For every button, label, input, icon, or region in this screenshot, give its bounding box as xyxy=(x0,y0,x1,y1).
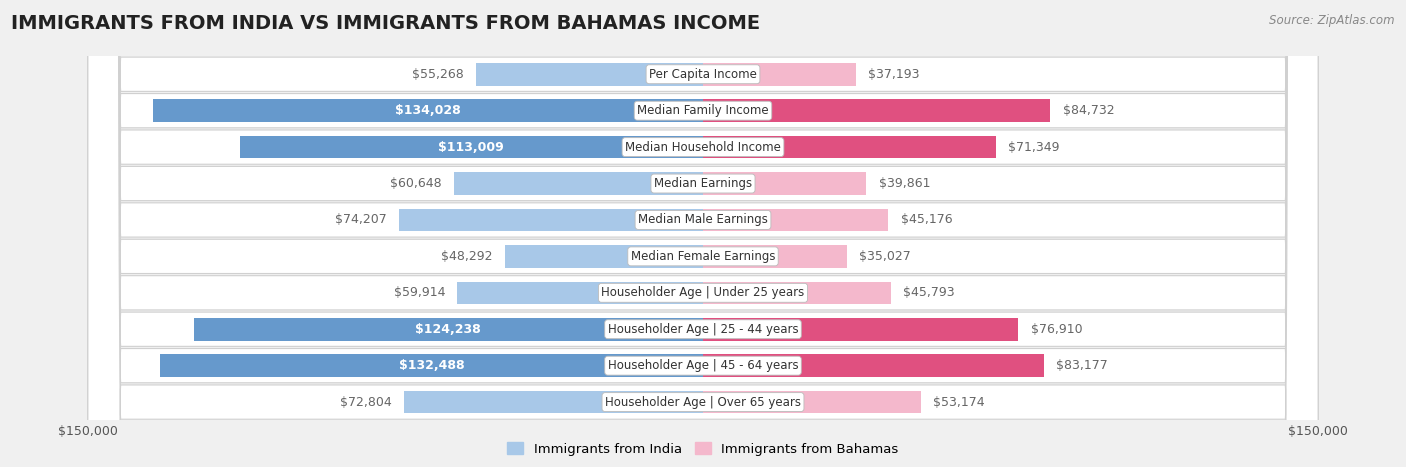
Text: $45,176: $45,176 xyxy=(901,213,952,226)
Bar xyxy=(505,245,703,268)
FancyBboxPatch shape xyxy=(87,0,1319,467)
Text: Median Family Income: Median Family Income xyxy=(637,104,769,117)
Bar xyxy=(239,136,703,158)
Text: Median Earnings: Median Earnings xyxy=(654,177,752,190)
Bar xyxy=(457,282,703,304)
Bar xyxy=(477,63,703,85)
Text: $134,028: $134,028 xyxy=(395,104,461,117)
Bar xyxy=(194,318,703,340)
Text: Median Household Income: Median Household Income xyxy=(626,141,780,154)
Bar xyxy=(703,99,1050,122)
Bar xyxy=(703,318,1018,340)
Bar xyxy=(153,99,703,122)
Text: $124,238: $124,238 xyxy=(415,323,481,336)
Text: Median Female Earnings: Median Female Earnings xyxy=(631,250,775,263)
Bar xyxy=(703,136,995,158)
Text: $37,193: $37,193 xyxy=(868,68,920,81)
FancyBboxPatch shape xyxy=(87,0,1319,467)
FancyBboxPatch shape xyxy=(87,0,1319,467)
Text: Householder Age | Over 65 years: Householder Age | Over 65 years xyxy=(605,396,801,409)
Bar xyxy=(454,172,703,195)
Text: IMMIGRANTS FROM INDIA VS IMMIGRANTS FROM BAHAMAS INCOME: IMMIGRANTS FROM INDIA VS IMMIGRANTS FROM… xyxy=(11,14,761,33)
Text: $132,488: $132,488 xyxy=(398,359,464,372)
FancyBboxPatch shape xyxy=(87,0,1319,467)
Text: $60,648: $60,648 xyxy=(391,177,441,190)
Legend: Immigrants from India, Immigrants from Bahamas: Immigrants from India, Immigrants from B… xyxy=(502,437,904,461)
Text: $48,292: $48,292 xyxy=(441,250,492,263)
Text: $35,027: $35,027 xyxy=(859,250,911,263)
Text: Per Capita Income: Per Capita Income xyxy=(650,68,756,81)
FancyBboxPatch shape xyxy=(87,0,1319,467)
Text: Source: ZipAtlas.com: Source: ZipAtlas.com xyxy=(1270,14,1395,27)
Bar xyxy=(703,391,921,413)
FancyBboxPatch shape xyxy=(87,0,1319,467)
Bar xyxy=(703,245,846,268)
Text: $74,207: $74,207 xyxy=(335,213,387,226)
Text: $113,009: $113,009 xyxy=(439,141,505,154)
FancyBboxPatch shape xyxy=(87,0,1319,467)
FancyBboxPatch shape xyxy=(87,0,1319,467)
Text: $71,349: $71,349 xyxy=(1008,141,1059,154)
Text: $39,861: $39,861 xyxy=(879,177,931,190)
Text: Householder Age | 45 - 64 years: Householder Age | 45 - 64 years xyxy=(607,359,799,372)
Text: $76,910: $76,910 xyxy=(1031,323,1083,336)
Text: Householder Age | Under 25 years: Householder Age | Under 25 years xyxy=(602,286,804,299)
Bar xyxy=(703,209,889,231)
FancyBboxPatch shape xyxy=(87,0,1319,467)
Text: $72,804: $72,804 xyxy=(340,396,392,409)
Text: $53,174: $53,174 xyxy=(934,396,986,409)
Bar xyxy=(703,63,855,85)
Bar xyxy=(703,354,1045,377)
Bar xyxy=(703,282,891,304)
Text: Householder Age | 25 - 44 years: Householder Age | 25 - 44 years xyxy=(607,323,799,336)
Text: Median Male Earnings: Median Male Earnings xyxy=(638,213,768,226)
Bar xyxy=(405,391,703,413)
Bar xyxy=(703,172,866,195)
Bar xyxy=(160,354,703,377)
Bar xyxy=(399,209,703,231)
FancyBboxPatch shape xyxy=(87,0,1319,467)
Text: $83,177: $83,177 xyxy=(1056,359,1108,372)
Text: $45,793: $45,793 xyxy=(903,286,955,299)
Text: $55,268: $55,268 xyxy=(412,68,464,81)
Text: $59,914: $59,914 xyxy=(394,286,446,299)
Text: $84,732: $84,732 xyxy=(1063,104,1115,117)
